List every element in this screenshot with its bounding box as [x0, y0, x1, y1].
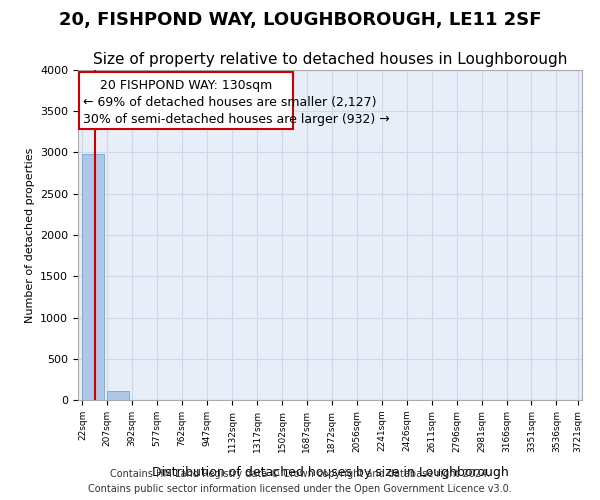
Text: 20 FISHPOND WAY: 130sqm: 20 FISHPOND WAY: 130sqm [100, 78, 272, 92]
Text: ← 69% of detached houses are smaller (2,127): ← 69% of detached houses are smaller (2,… [83, 96, 377, 109]
X-axis label: Distribution of detached houses by size in Loughborough: Distribution of detached houses by size … [152, 466, 508, 478]
Title: Size of property relative to detached houses in Loughborough: Size of property relative to detached ho… [93, 52, 567, 68]
Bar [82, 154, 104, 400]
Bar [107, 391, 128, 400]
FancyBboxPatch shape [79, 72, 293, 128]
Text: Contains public sector information licensed under the Open Government Licence v3: Contains public sector information licen… [88, 484, 512, 494]
Text: 30% of semi-detached houses are larger (932) →: 30% of semi-detached houses are larger (… [83, 114, 390, 126]
Y-axis label: Number of detached properties: Number of detached properties [25, 148, 35, 322]
Text: Contains HM Land Registry data © Crown copyright and database right 2024.: Contains HM Land Registry data © Crown c… [110, 469, 490, 479]
Text: 20, FISHPOND WAY, LOUGHBOROUGH, LE11 2SF: 20, FISHPOND WAY, LOUGHBOROUGH, LE11 2SF [59, 11, 541, 29]
